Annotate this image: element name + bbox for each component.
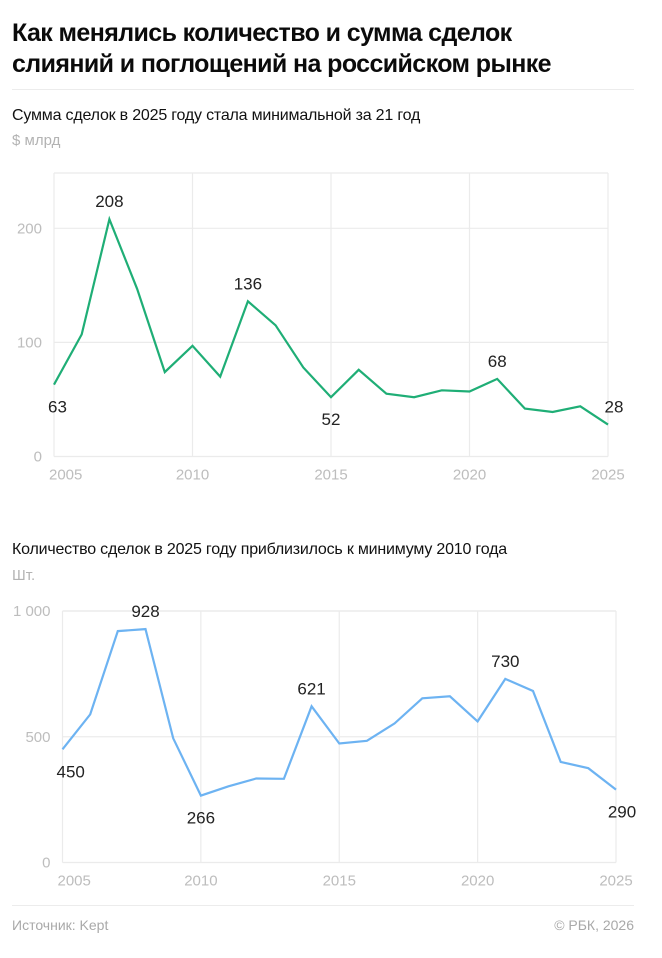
title-line-2: слияний и поглощений на российском рынке [12, 50, 552, 78]
chart2-unit: Шт. [12, 567, 36, 584]
y-tick-label: 500 [25, 729, 50, 746]
x-tick-label: 2025 [591, 467, 624, 484]
x-tick-label: 2010 [176, 467, 209, 484]
page-title: Как менялись количество и сумма сделок с… [12, 18, 652, 80]
data-label: 621 [297, 679, 325, 698]
copyright: © РБК, 2026 [554, 917, 634, 933]
x-tick-label: 2010 [184, 873, 217, 890]
data-label: 266 [187, 809, 215, 828]
data-line [61, 627, 617, 797]
y-tick-label: 100 [17, 334, 42, 351]
data-label: 63 [48, 398, 67, 417]
value-line-chart: 0 100 200 2005 2010 2015 2020 2025 63 208 136 52 68 2… [17, 172, 625, 484]
source-note: Источник: Kept [12, 917, 109, 933]
data-label: 28 [605, 398, 624, 417]
x-tick-label: 2015 [323, 873, 356, 890]
data-label: 928 [131, 602, 159, 621]
count-line-chart: 0 500 1 000 2005 2010 2015 2020 2025 450 928 266 62… [13, 602, 636, 890]
x-tick-label: 2025 [599, 873, 632, 890]
title-line-1: Как менялись количество и сумма сделок [12, 19, 512, 47]
data-label: 52 [322, 410, 341, 429]
title-divider [12, 89, 634, 90]
data-label: 136 [234, 274, 262, 293]
x-tick-label: 2005 [49, 467, 82, 484]
chart1-title: Сумма сделок в 2025 году стала минимальн… [12, 107, 421, 124]
y-tick-label: 200 [17, 220, 42, 237]
y-tick-label: 1 000 [13, 603, 51, 620]
chart1-unit: $ млрд [12, 132, 61, 149]
x-tick-label: 2005 [58, 873, 91, 890]
data-line [53, 215, 609, 426]
x-tick-label: 2020 [461, 873, 494, 890]
footer-divider [12, 905, 634, 906]
y-tick-label: 0 [42, 855, 50, 872]
y-tick-label: 0 [34, 449, 42, 466]
x-tick-label: 2015 [314, 467, 347, 484]
chart2-title: Количество сделок в 2025 году приблизило… [12, 541, 507, 558]
data-label: 730 [491, 652, 519, 671]
data-label: 208 [95, 192, 123, 211]
data-label: 68 [488, 352, 507, 371]
data-label: 290 [608, 803, 636, 822]
x-tick-label: 2020 [453, 467, 486, 484]
data-label: 450 [57, 762, 85, 781]
